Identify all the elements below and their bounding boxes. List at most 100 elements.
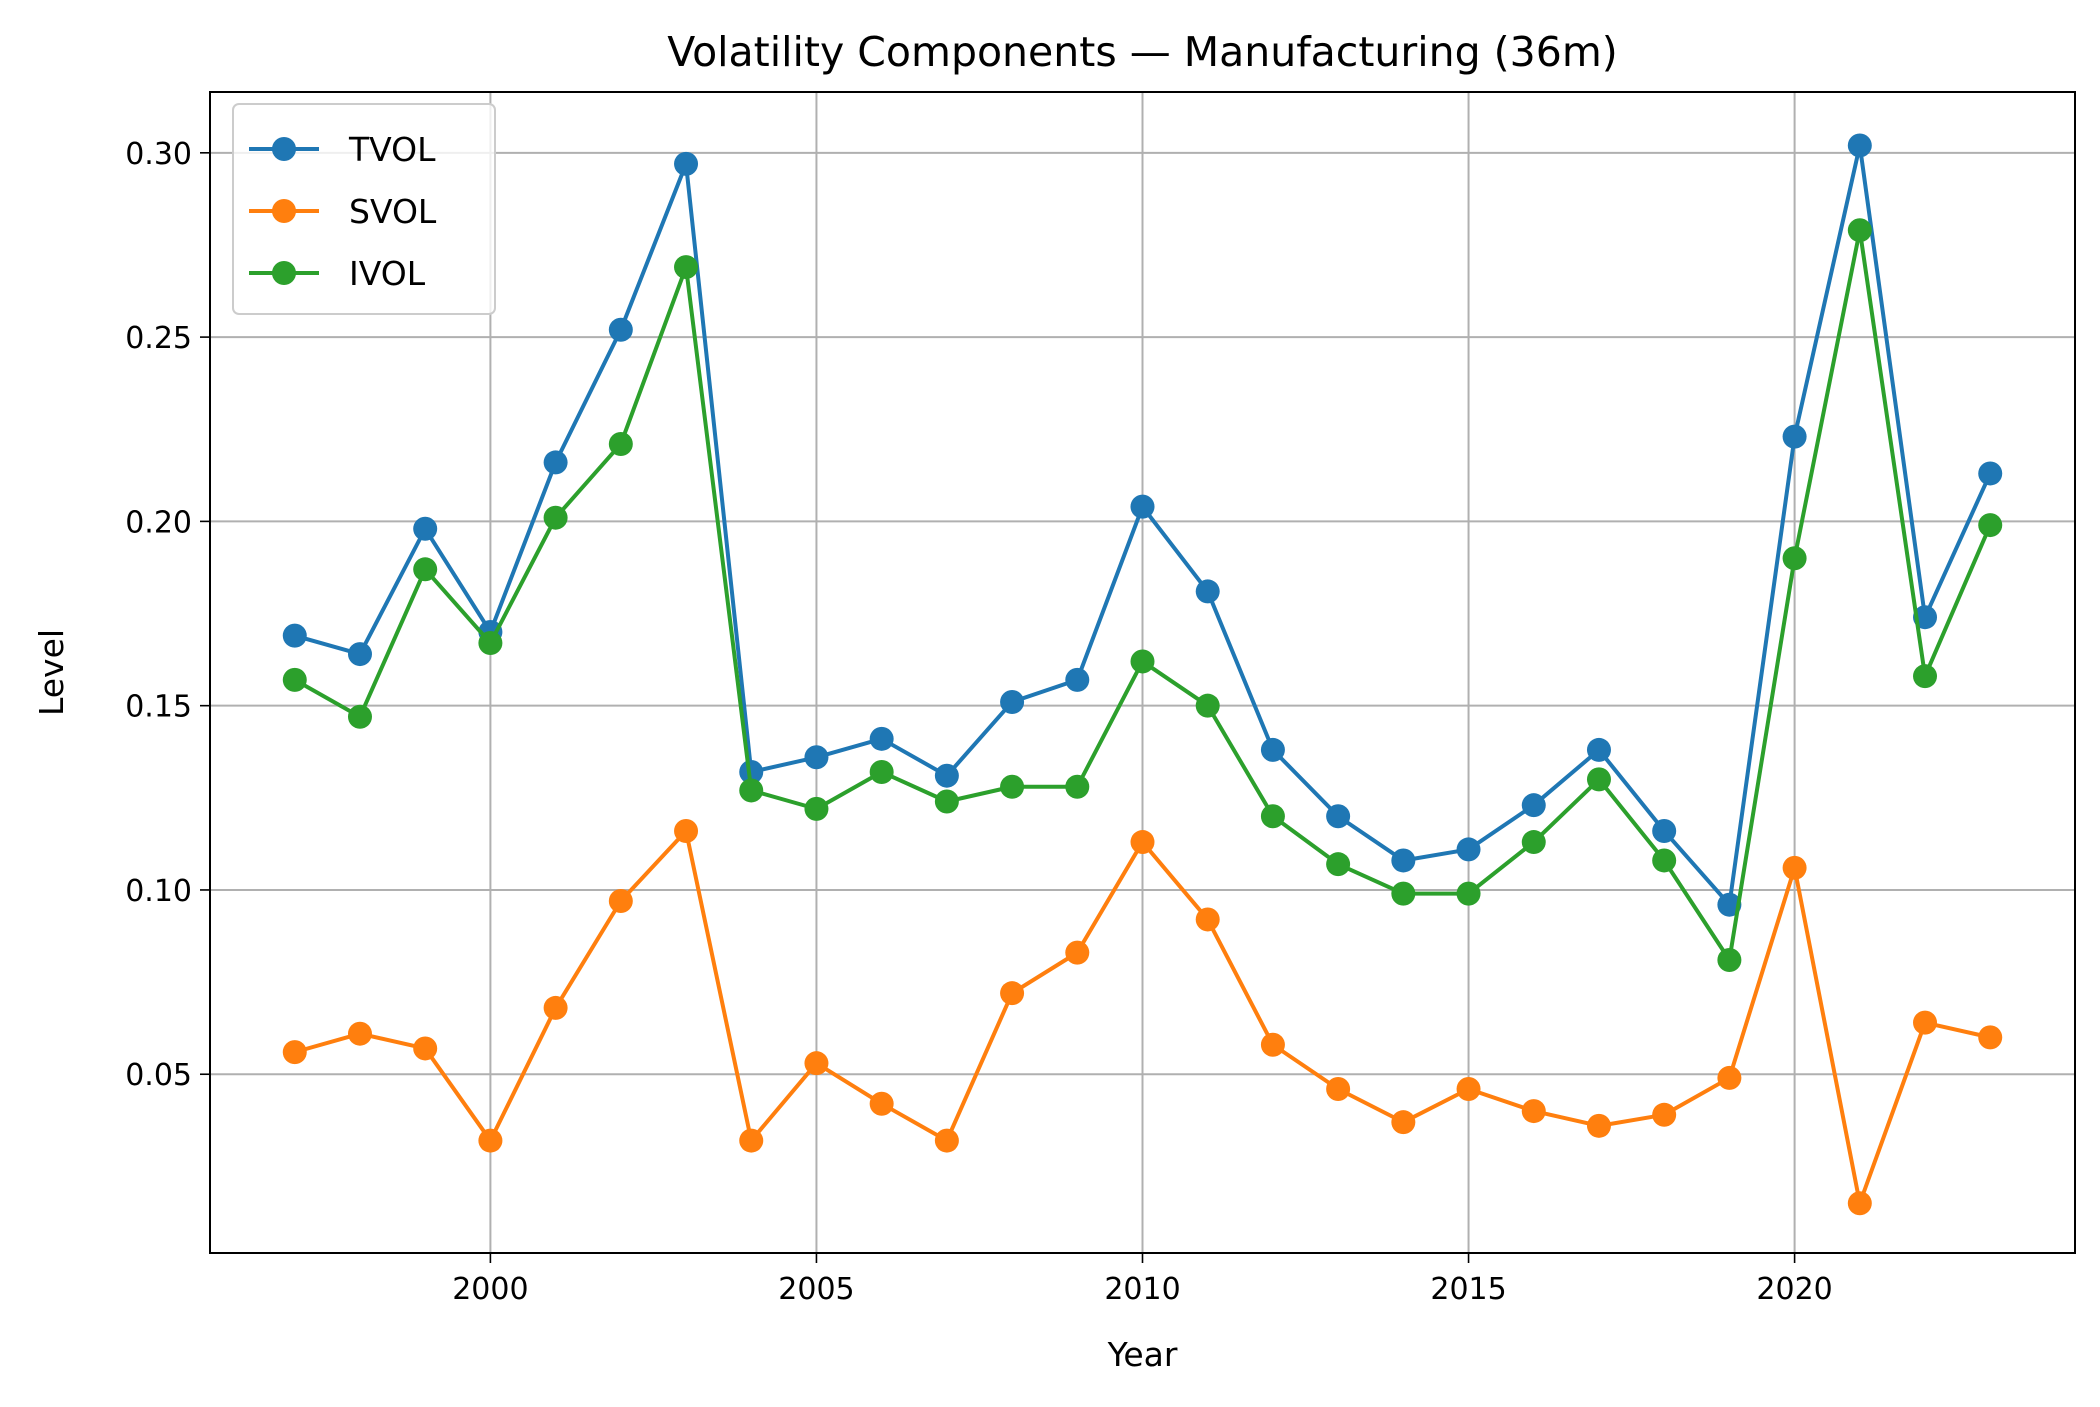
data-point [1195,693,1220,718]
data-point [1456,837,1481,862]
data-point [543,505,568,530]
data-point [413,1036,438,1061]
data-point [1326,1076,1351,1101]
axis-ticks: 2000 2005 2010 2015 2020 0.05 0.10 0.15 0.20 0.25… [125,137,1833,1307]
data-point [1847,218,1872,243]
legend: TVOL SVOL IVOL [232,103,496,315]
data-point [869,1091,894,1116]
y-tick-label: 0.20 [125,505,192,540]
data-point [347,642,372,667]
legend-label: IVOL [349,254,426,293]
data-point [347,1021,372,1046]
y-tick-label: 0.30 [125,137,192,172]
data-point [1913,1010,1938,1035]
series-tvol [282,133,2003,917]
data-point [543,995,568,1020]
data-point [1652,1102,1677,1127]
series-ivol [282,218,2003,972]
y-tick-label: 0.15 [125,690,192,725]
data-point [1391,1110,1416,1135]
x-tick-label: 2020 [1756,1272,1832,1307]
data-point [1391,881,1416,906]
data-point [1521,830,1546,855]
data-point [347,704,372,729]
data-point [1717,947,1742,972]
data-point [739,1128,764,1153]
data-point [1130,649,1155,674]
data-point [934,789,959,814]
data-point [413,557,438,582]
data-point [1782,546,1807,571]
x-tick-label: 2010 [1104,1272,1180,1307]
data-point [1782,424,1807,449]
data-point [282,1040,307,1065]
data-point [674,255,699,280]
x-tick-label: 2005 [778,1272,854,1307]
data-point [543,450,568,475]
data-point [608,889,633,914]
data-point [1000,981,1025,1006]
legend-marker [272,199,296,223]
data-point [1130,830,1155,855]
legend-label: TVOL [348,130,436,169]
data-point [804,796,829,821]
series-layer [282,133,2003,1216]
data-point [608,431,633,456]
data-point [934,763,959,788]
data-point [674,818,699,843]
data-point [1586,1113,1611,1138]
data-point [1586,767,1611,792]
data-point [1065,667,1090,692]
data-point [1260,804,1285,829]
legend-item-svol: SVOL [249,192,437,231]
legend-marker [272,261,296,285]
data-point [1260,1032,1285,1057]
data-point [1652,818,1677,843]
data-point [739,778,764,803]
data-point [1521,793,1546,818]
y-axis-label: Level [32,629,71,716]
x-axis-label: Year [1107,1335,1178,1374]
data-point [674,151,699,176]
data-point [282,623,307,648]
data-point [1978,513,2003,538]
data-point [1065,940,1090,965]
data-point [1978,461,2003,486]
data-point [1978,1025,2003,1050]
series-svol [282,818,2003,1216]
data-point [1260,737,1285,762]
y-tick-label: 0.05 [125,1058,192,1093]
y-tick-label: 0.10 [125,874,192,909]
data-point [1456,881,1481,906]
data-point [1652,848,1677,873]
data-point [1195,907,1220,932]
data-point [869,726,894,751]
legend-label: SVOL [349,192,437,231]
data-point [1391,848,1416,873]
data-point [1195,579,1220,604]
legend-item-tvol: TVOL [249,130,436,169]
data-point [1130,494,1155,519]
data-point [1521,1099,1546,1124]
legend-item-ivol: IVOL [249,254,426,293]
data-point [1586,737,1611,762]
data-point [1326,852,1351,877]
data-point [1847,133,1872,158]
data-point [413,516,438,541]
data-point [934,1128,959,1153]
data-point [804,745,829,770]
x-tick-label: 2015 [1430,1272,1506,1307]
data-point [1065,774,1090,799]
data-point [478,1128,503,1153]
y-tick-label: 0.25 [125,321,192,356]
data-point [804,1051,829,1076]
data-point [282,667,307,692]
x-tick-label: 2000 [452,1272,528,1307]
data-point [1000,689,1025,714]
legend-marker [272,137,296,161]
legend-box [232,103,496,315]
data-point [608,317,633,342]
data-point [1782,855,1807,880]
data-point [1847,1191,1872,1216]
